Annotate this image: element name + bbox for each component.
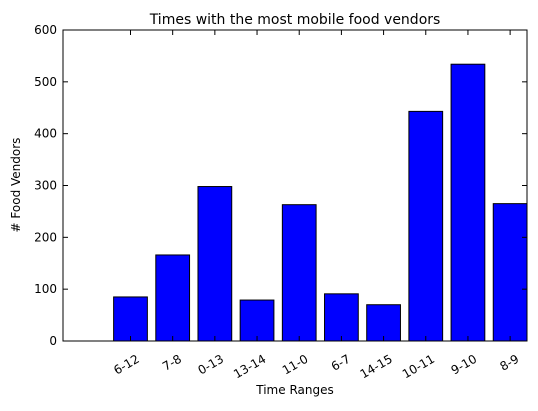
y-tick-label: 400	[34, 127, 57, 141]
x-tick-label: 7-8	[160, 352, 184, 374]
x-tick-label: 11-0	[280, 352, 311, 378]
bar-6-12	[113, 296, 148, 342]
bar-10-11	[408, 110, 444, 342]
y-tick-label: 100	[34, 282, 57, 296]
y-axis-label: # Food Vendors	[9, 138, 23, 233]
x-tick-label: 0-13	[196, 352, 227, 378]
x-tick-label: 9-10	[449, 352, 480, 378]
y-tick-label: 500	[34, 75, 57, 89]
bar-11-0	[281, 204, 317, 342]
bar-0-13	[197, 186, 233, 342]
x-tick-label: 13-14	[231, 352, 268, 382]
x-axis-label: Time Ranges	[255, 383, 333, 397]
x-tick-label: 8-9	[497, 352, 521, 374]
bar-6-7	[324, 293, 359, 342]
bar-13-14	[239, 299, 275, 342]
y-tick-label: 200	[34, 230, 57, 244]
y-tick-label: 300	[34, 179, 57, 193]
y-tick-label: 0	[49, 334, 57, 348]
bars-layer	[113, 63, 528, 342]
x-tick-label: 14-15	[358, 352, 395, 382]
x-tick-label: 6-12	[111, 352, 142, 378]
bar-9-10	[450, 63, 486, 342]
bar-8-9	[492, 203, 528, 342]
bar-7-8	[155, 254, 191, 342]
x-tick-label: 6-7	[329, 352, 353, 374]
chart-title: Times with the most mobile food vendors	[149, 12, 441, 28]
bar-14-15	[366, 304, 401, 342]
y-tick-label: 600	[34, 23, 57, 37]
plot-frame	[62, 29, 528, 342]
x-tick-label: 10-11	[400, 352, 437, 382]
